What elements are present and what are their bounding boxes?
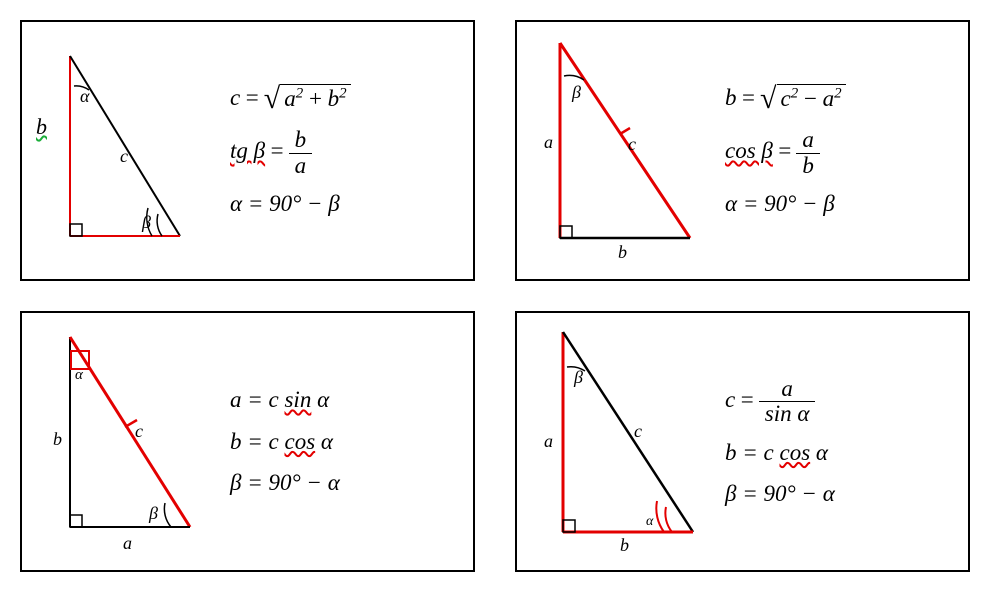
p2-eq2-lhs: cos β	[725, 137, 773, 165]
sqrt-icon: √ c2 − a2	[760, 84, 846, 113]
p1-ra: a	[284, 86, 296, 111]
p2-eq1: b = √ c2 − a2	[725, 84, 950, 113]
p3-beta: β	[148, 503, 158, 523]
p2-ra: c	[781, 86, 791, 111]
formulas-3: a = c sin α b = c cos α β = 90° − α	[220, 386, 455, 497]
p4-b: b	[620, 535, 629, 555]
triangle-1: α β c	[40, 46, 220, 256]
p3-eq1: a = c sin α	[230, 386, 455, 414]
p3-c: c	[135, 421, 143, 441]
p1-eq2-lhs: tg β	[230, 137, 265, 165]
p2-eq1-lhs: b	[725, 84, 737, 112]
p3-eq3: β = 90° − α	[230, 469, 455, 497]
p4-eq1-lhs: c	[725, 386, 735, 414]
panel-2: β a b c b = √ c2 − a2 cos β	[515, 20, 970, 281]
p4-den: sin α	[759, 402, 816, 426]
p3-a: a	[123, 533, 132, 553]
triangle-3-svg: α β b c a	[45, 327, 215, 557]
panel-4: β α a b c c = a sin α b = c cos α β = 90…	[515, 311, 970, 572]
triangle-4-svg: β α a b c	[538, 327, 713, 557]
p4-eq3: β = 90° − α	[725, 480, 950, 508]
frac-icon: b a	[289, 128, 313, 177]
p4-alpha: α	[646, 514, 654, 529]
p4-beta: β	[573, 367, 583, 387]
p2-den: b	[796, 154, 820, 178]
p1-c: c	[120, 146, 128, 166]
p2-beta: β	[571, 82, 581, 102]
triangle-3: α β b c a	[40, 337, 220, 547]
p2-eq2-eq: =	[777, 137, 793, 165]
p1-eq2-eq: =	[269, 137, 285, 165]
triangle-1-svg: α β c	[50, 46, 210, 256]
formulas-1: c = √ a2 + b2 tg β = b a	[220, 84, 455, 217]
p1-eq3: α = 90° − β	[230, 190, 455, 218]
p2-rb: a	[823, 86, 835, 111]
p2-a: a	[544, 132, 553, 152]
p1-rop: +	[309, 86, 322, 111]
panel-1: b α β c c = √ a2	[20, 20, 475, 281]
p3-alpha: α	[75, 367, 84, 383]
sqrt-icon: √ a2 + b2	[264, 84, 351, 113]
p4-eq1: c = a sin α	[725, 375, 950, 424]
p4-a: a	[544, 431, 553, 451]
p4-eq1-eq: =	[739, 386, 755, 414]
p3-b: b	[53, 429, 62, 449]
triangle-2: β a b c	[535, 46, 715, 256]
p1-eq1-lhs: c	[230, 84, 240, 112]
p2-eq2: cos β = a b	[725, 126, 950, 175]
p1-den: a	[289, 154, 313, 178]
frac-icon: a sin α	[759, 377, 816, 426]
panel-grid: b α β c c = √ a2	[0, 0, 990, 592]
formulas-2: b = √ c2 − a2 cos β = a b	[715, 84, 950, 217]
p3-eq2: b = c cos α	[230, 428, 455, 456]
p1-eq1: c = √ a2 + b2	[230, 84, 455, 113]
p1-alpha: α	[80, 86, 90, 106]
panel-3: α β b c a a = c sin α b = c cos α β = 90…	[20, 311, 475, 572]
triangle-2-svg: β a b c	[540, 38, 710, 263]
p2-num: a	[796, 128, 820, 152]
p4-eq2: b = c cos α	[725, 439, 950, 467]
frac-icon: a b	[796, 128, 820, 177]
p4-c: c	[634, 421, 642, 441]
p2-eq1-eq: =	[741, 84, 757, 112]
p4-num: a	[775, 377, 799, 401]
formulas-4: c = a sin α b = c cos α β = 90° − α	[715, 375, 950, 507]
p1-beta: β	[141, 212, 151, 232]
p2-eq3: α = 90° − β	[725, 190, 950, 218]
p2-rop: −	[804, 86, 817, 111]
p1-num: b	[289, 128, 313, 152]
p1-eq1-eq: =	[244, 84, 260, 112]
p2-b: b	[618, 242, 627, 262]
triangle-4: β α a b c	[535, 337, 715, 547]
p1-rb: b	[328, 86, 340, 111]
p2-c: c	[628, 134, 636, 154]
p1-eq2: tg β = b a	[230, 126, 455, 175]
